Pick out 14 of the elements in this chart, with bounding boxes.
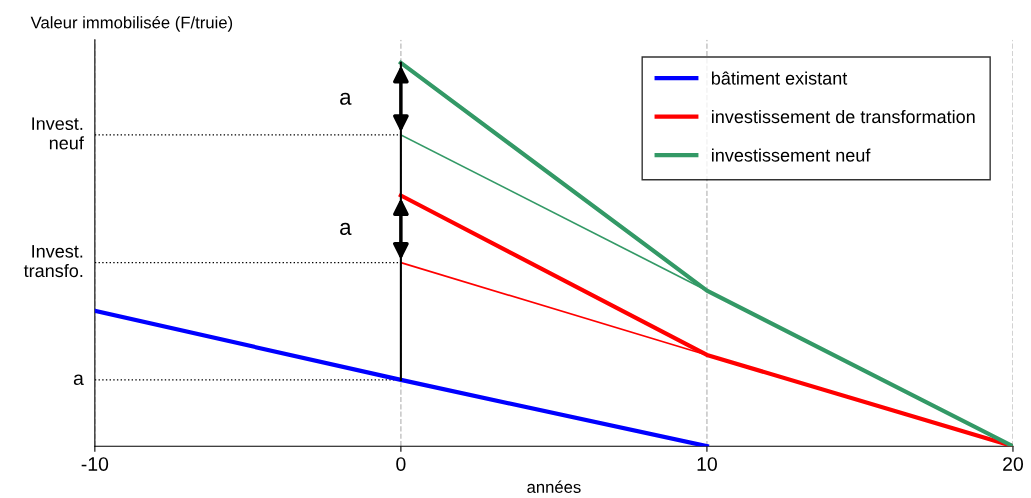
x-axis-title: années: [527, 480, 581, 493]
x-tick-label: -10: [81, 457, 109, 471]
annotation: a: [340, 222, 352, 235]
legend-label: bâtiment existant: [711, 71, 848, 85]
annotation: a: [340, 92, 352, 105]
ref-line-label: Invest. neuf: [32, 117, 84, 150]
x-tick-label: 10: [697, 457, 717, 471]
ref-line-label: a: [73, 374, 84, 386]
legend-label: investissement de transformation: [712, 109, 975, 124]
y-axis-title: Valeur immobilisée (F/truie): [30, 15, 233, 32]
legend-label: investissement neuf: [712, 148, 871, 162]
x-tick-label: 0: [396, 457, 406, 471]
x-tick-label: 20: [1003, 457, 1024, 471]
ref-line-label: Invest. transfo.: [23, 245, 83, 278]
